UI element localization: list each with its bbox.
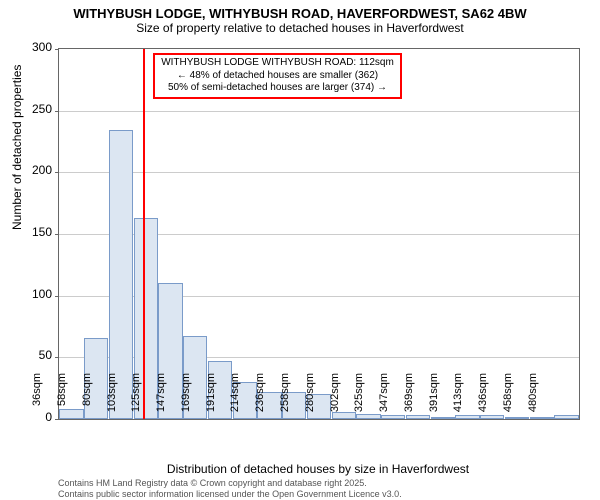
xtick-label: 325sqm <box>353 373 365 423</box>
xtick-label: 458sqm <box>502 373 514 423</box>
ytick-mark <box>55 172 59 173</box>
ytick-mark <box>55 234 59 235</box>
ytick-label: 0 <box>12 410 52 424</box>
footer-line2: Contains public sector information licen… <box>58 489 402 500</box>
page-title: WITHYBUSH LODGE, WITHYBUSH ROAD, HAVERFO… <box>0 0 600 21</box>
ytick-label: 50 <box>12 348 52 362</box>
xtick-label: 369sqm <box>403 373 415 423</box>
ytick-label: 250 <box>12 102 52 116</box>
xtick-label: 191sqm <box>205 373 217 423</box>
ytick-mark <box>55 296 59 297</box>
ytick-mark <box>55 357 59 358</box>
ytick-label: 150 <box>12 225 52 239</box>
xtick-label: 147sqm <box>155 373 167 423</box>
xtick-label: 436sqm <box>477 373 489 423</box>
xtick-label: 391sqm <box>428 373 440 423</box>
ytick-mark <box>55 111 59 112</box>
xtick-label: 214sqm <box>229 373 241 423</box>
x-axis-label: Distribution of detached houses by size … <box>58 462 578 476</box>
xtick-label: 302sqm <box>329 373 341 423</box>
ytick-label: 300 <box>12 40 52 54</box>
ytick-mark <box>55 49 59 50</box>
annotation-line2: ← 48% of detached houses are smaller (36… <box>161 70 394 83</box>
xtick-label: 347sqm <box>378 373 390 423</box>
page-subtitle: Size of property relative to detached ho… <box>0 21 600 39</box>
footer-line1: Contains HM Land Registry data © Crown c… <box>58 478 402 489</box>
footer-attribution: Contains HM Land Registry data © Crown c… <box>58 478 402 500</box>
annotation-line3: 50% of semi-detached houses are larger (… <box>161 82 394 95</box>
xtick-label: 480sqm <box>527 373 539 423</box>
ytick-label: 100 <box>12 287 52 301</box>
annotation-box: WITHYBUSH LODGE WITHYBUSH ROAD: 112sqm← … <box>153 53 402 99</box>
annotation-line1: WITHYBUSH LODGE WITHYBUSH ROAD: 112sqm <box>161 57 394 70</box>
xtick-label: 413sqm <box>452 373 464 423</box>
y-axis-label: Number of detached properties <box>10 65 24 230</box>
chart-container: WITHYBUSH LODGE, WITHYBUSH ROAD, HAVERFO… <box>0 0 600 500</box>
xtick-label: 258sqm <box>279 373 291 423</box>
plot-area: 36sqm58sqm80sqm103sqm125sqm147sqm169sqm1… <box>58 48 580 420</box>
gridline <box>59 172 579 173</box>
xtick-label: 80sqm <box>81 373 93 423</box>
xtick-label: 236sqm <box>254 373 266 423</box>
histogram-bar <box>554 415 578 419</box>
xtick-label: 169sqm <box>180 373 192 423</box>
xtick-label: 58sqm <box>56 373 68 423</box>
xtick-label: 280sqm <box>304 373 316 423</box>
ytick-label: 200 <box>12 163 52 177</box>
xtick-label: 125sqm <box>130 373 142 423</box>
marker-line <box>143 49 145 419</box>
xtick-label: 103sqm <box>106 373 118 423</box>
gridline <box>59 111 579 112</box>
